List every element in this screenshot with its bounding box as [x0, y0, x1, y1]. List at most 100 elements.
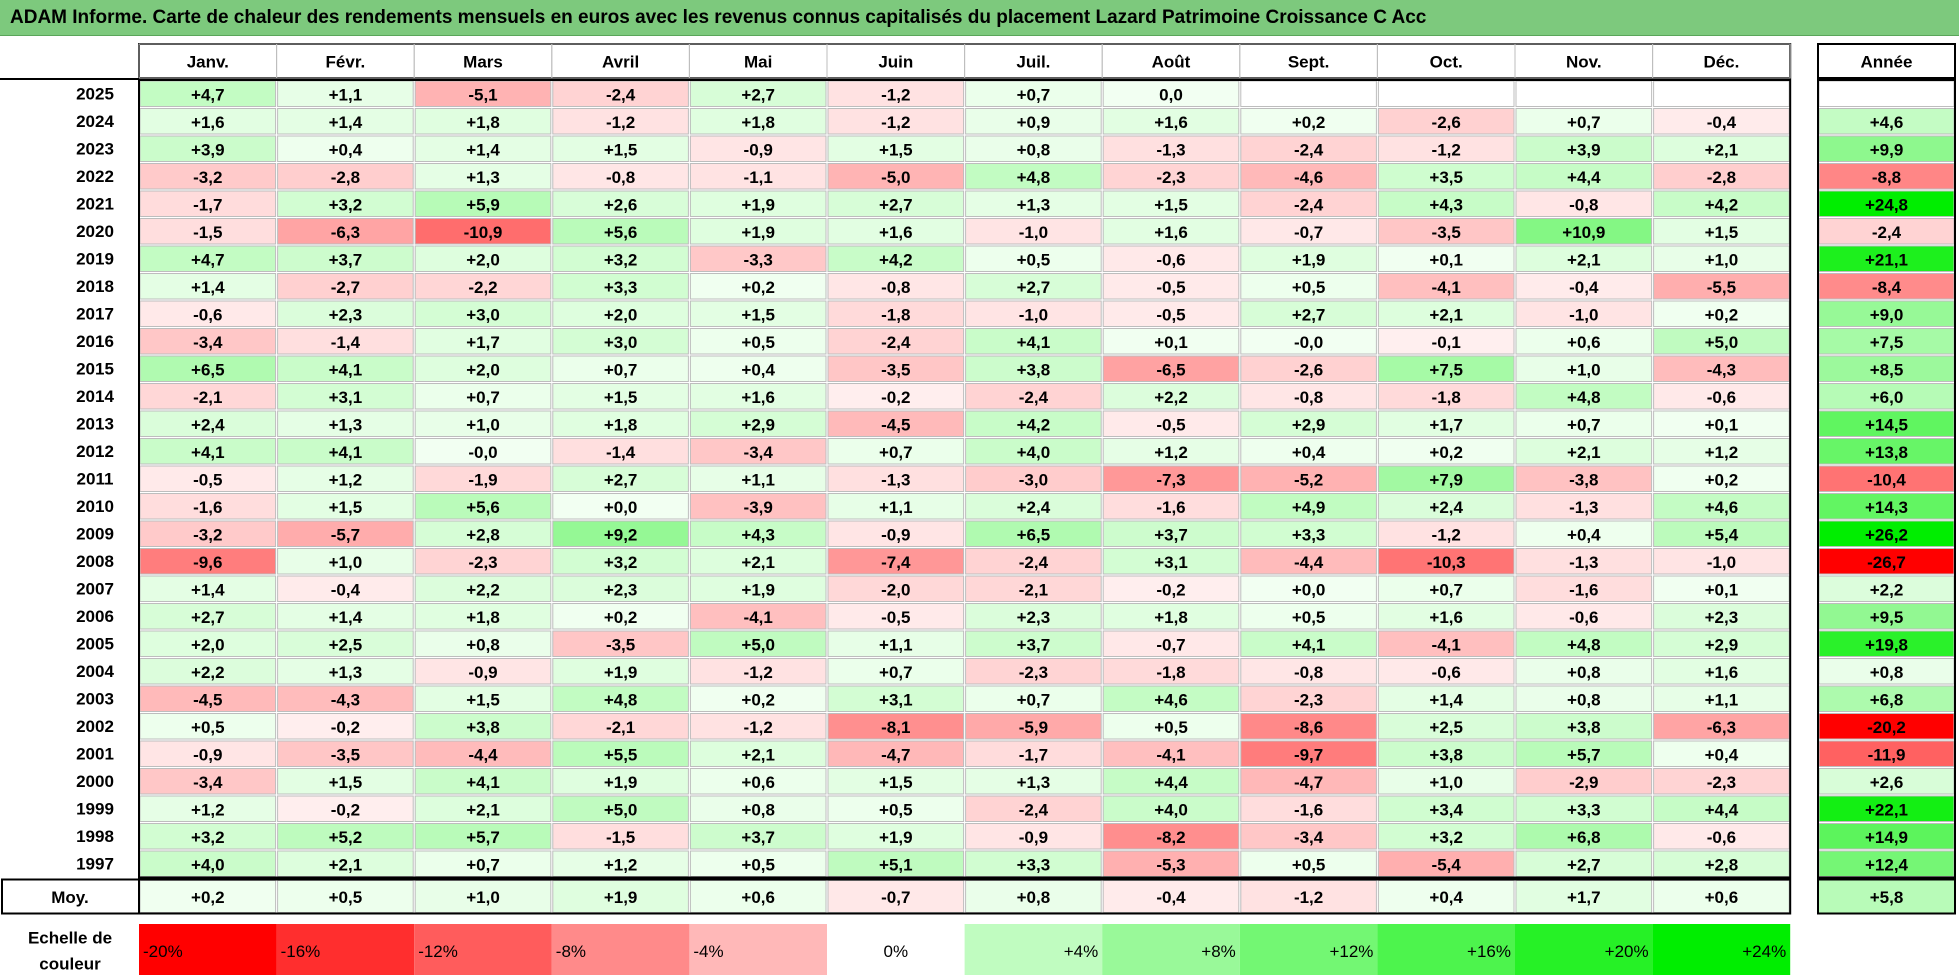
heatmap-cell [139, 273, 277, 300]
heatmap-cell-value: -0,9 [468, 663, 497, 682]
annual-cell-value: +9,5 [1870, 608, 1904, 627]
heatmap-cell [1102, 163, 1240, 190]
heatmap-cell-value: -1,2 [881, 85, 910, 104]
heatmap-cell [965, 108, 1102, 135]
heatmap-cell-value: +1,5 [1154, 195, 1188, 214]
heatmap-cell [1515, 80, 1653, 107]
heatmap-cell [552, 575, 689, 602]
heatmap-cell-value: +1,9 [604, 773, 638, 792]
heatmap-cell [139, 108, 277, 135]
heatmap-cell-value: +1,3 [466, 168, 500, 187]
heatmap-cell [827, 520, 965, 547]
heatmap-cell-value: -0,8 [1294, 388, 1323, 407]
scale-swatch-label: +4% [1064, 942, 1099, 961]
heatmap-cell [965, 795, 1102, 822]
heatmap-cell [689, 245, 827, 272]
heatmap-cell-value: +0,2 [741, 278, 775, 297]
annual-cell-value: +24,8 [1865, 195, 1908, 214]
heatmap-cell [414, 328, 552, 355]
heatmap-cell [965, 300, 1102, 327]
heatmap-cell [1515, 740, 1653, 767]
heatmap-cell [689, 383, 827, 410]
heatmap-cell-value: +6,5 [1017, 525, 1051, 544]
heatmap-cell [965, 658, 1102, 685]
heatmap-cell [1240, 493, 1377, 520]
heatmap-cell [1102, 520, 1240, 547]
heatmap-cell [1102, 823, 1240, 850]
heatmap-cell [1653, 603, 1790, 630]
heatmap-cell [965, 603, 1102, 630]
scale-swatch [1239, 924, 1378, 975]
heatmap-cell [139, 493, 277, 520]
heatmap-cell-value: -3,2 [193, 525, 222, 544]
heatmap-cell [1240, 355, 1377, 382]
heatmap-cell [689, 163, 827, 190]
heatmap-cell [552, 548, 689, 575]
heatmap-cell [827, 438, 965, 465]
heatmap-cell [277, 300, 414, 327]
heatmap-cell-value: +2,9 [1292, 415, 1326, 434]
heatmap-cell-value: +1,5 [879, 140, 913, 159]
average-cell-value: +0,6 [1705, 888, 1739, 907]
annual-cell-value: +8,5 [1870, 360, 1904, 379]
heatmap-cell [1377, 575, 1515, 602]
heatmap-cell-value: +3,3 [604, 278, 638, 297]
heatmap-cell [827, 163, 965, 190]
heatmap-cell-value: -3,5 [1432, 223, 1461, 242]
heatmap-cell [414, 218, 552, 245]
heatmap-cell-value: +0,5 [191, 718, 225, 737]
heatmap-cell [1377, 300, 1515, 327]
heatmap-cell-value: +5,2 [329, 828, 363, 847]
year-header-cell [1817, 43, 1956, 79]
heatmap-cell [1515, 135, 1653, 162]
average-cell-value: -0,4 [1156, 888, 1186, 907]
heatmap-cell-value: +1,6 [1429, 608, 1463, 627]
heatmap-cell [1377, 603, 1515, 630]
annual-cell [1818, 658, 1955, 685]
heatmap-cell [1377, 190, 1515, 217]
heatmap-cell [414, 795, 552, 822]
heatmap-cell-value: -3,5 [606, 635, 635, 654]
heatmap-cell [1377, 410, 1515, 437]
scale-swatch [964, 924, 1103, 975]
heatmap-cell-value: +3,1 [329, 388, 363, 407]
heatmap-cell-value: -2,1 [1019, 580, 1048, 599]
heatmap-cell-value: +1,0 [329, 553, 363, 572]
heatmap-cell-value: +4,7 [191, 85, 225, 104]
heatmap-cell [277, 658, 414, 685]
heatmap-cell [414, 575, 552, 602]
heatmap-cell [827, 135, 965, 162]
heatmap-cell [1240, 685, 1377, 712]
heatmap-cell-value: -1,3 [1156, 140, 1185, 159]
heatmap-cell [277, 575, 414, 602]
heatmap-cell-value: -6,5 [1156, 360, 1185, 379]
heatmap-cell-value: +5,0 [1705, 333, 1739, 352]
heatmap-cell [277, 850, 414, 877]
heatmap-cell-value: -2,2 [468, 278, 497, 297]
heatmap-cell-value: -4,1 [1432, 635, 1461, 654]
heatmap-cell [1515, 108, 1653, 135]
annual-cell [1818, 823, 1955, 850]
heatmap-cell [1240, 658, 1377, 685]
heatmap-cell-value: -1,4 [606, 443, 636, 462]
heatmap-cell-value: +2,1 [1429, 305, 1463, 324]
heatmap-cell-value: +2,6 [604, 195, 638, 214]
heatmap-cell-value: +1,6 [741, 388, 775, 407]
heatmap-cell-value: +1,6 [191, 113, 225, 132]
heatmap-cell-value: -5,2 [1294, 470, 1323, 489]
heatmap-cell [139, 740, 277, 767]
scale-swatch [414, 924, 552, 975]
heatmap-cell-value: +4,8 [1567, 388, 1601, 407]
heatmap-cell-value: +1,7 [466, 333, 500, 352]
row-year-label: 2011 [77, 469, 114, 488]
heatmap-cell [552, 108, 689, 135]
heatmap-cell-value: -0,9 [193, 745, 222, 764]
heatmap-cell [689, 713, 827, 740]
heatmap-cell [1240, 328, 1377, 355]
heatmap-cell [1240, 630, 1377, 657]
heatmap-cell-value: -2,4 [1019, 553, 1049, 572]
heatmap-cell-value: 0,0 [1159, 85, 1183, 104]
heatmap-cell-value: +3,0 [466, 305, 500, 324]
heatmap-cell-value: -5,5 [1707, 278, 1736, 297]
